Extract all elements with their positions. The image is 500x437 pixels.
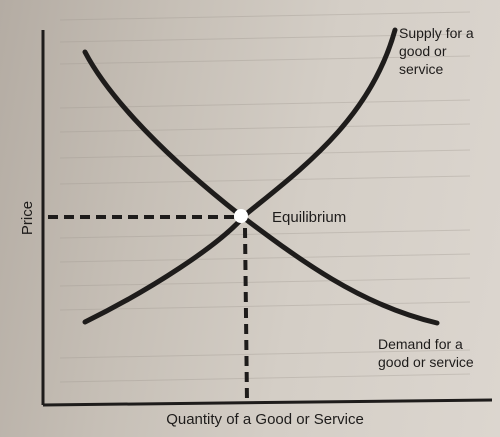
supply-label-line2: good or	[399, 43, 447, 59]
equilibrium-quantity-dashed-line	[243, 227, 249, 403]
equilibrium-label: Equilibrium	[272, 209, 346, 226]
x-axis-label: Quantity of a Good or Service	[166, 411, 364, 428]
demand-label-line2: good or service	[378, 354, 474, 370]
demand-label-line1: Demand for a	[378, 336, 463, 352]
supply-curve	[82, 27, 398, 325]
supply-label-line1: Supply for a	[399, 25, 474, 41]
demand-curve	[82, 49, 440, 326]
equilibrium-point	[234, 209, 248, 223]
y-axis-label: Price	[19, 201, 36, 235]
x-axis	[42, 398, 493, 407]
supply-label-line3: service	[399, 61, 444, 77]
